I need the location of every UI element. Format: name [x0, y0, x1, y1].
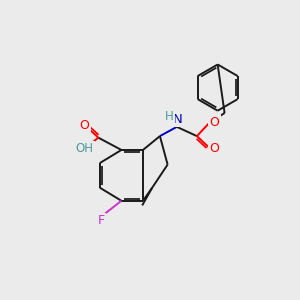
Text: O: O	[210, 116, 220, 129]
Text: H: H	[165, 110, 173, 123]
Text: O: O	[80, 119, 89, 132]
Text: OH: OH	[76, 142, 94, 155]
Text: O: O	[210, 142, 220, 155]
Text: N: N	[173, 113, 182, 126]
Text: F: F	[98, 214, 105, 227]
